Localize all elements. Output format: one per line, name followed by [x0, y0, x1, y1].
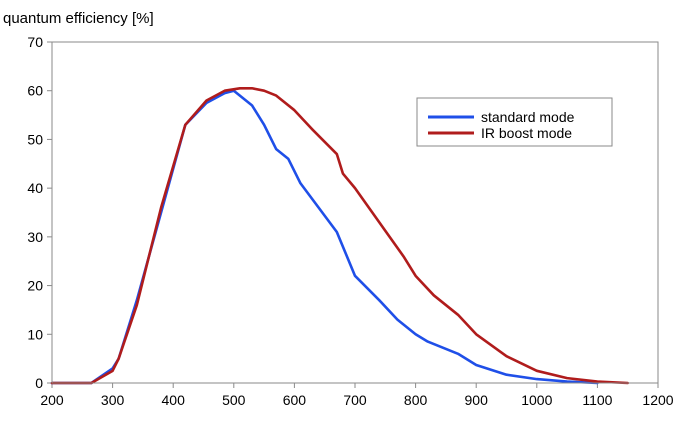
chart-legend: standard mode IR boost mode: [416, 97, 613, 147]
y-tick-label-70: 70: [27, 34, 43, 50]
x-tick-label-200: 200: [40, 392, 64, 408]
y-tick-label-40: 40: [27, 180, 43, 196]
x-tick-label-500: 500: [222, 392, 246, 408]
y-axis-title: quantum efficiency [%]: [3, 10, 154, 27]
series-line-ir-boost-mode: [50, 86, 630, 385]
x-tick-label-300: 300: [101, 392, 125, 408]
plot-area-frame: [51, 41, 659, 384]
x-tick-label-1200: 1200: [642, 392, 673, 408]
y-tick-label-60: 60: [27, 83, 43, 99]
series-layer: [50, 86, 630, 385]
legend-label-ir-boost-mode: IR boost mode: [481, 125, 572, 141]
y-tick-label-20: 20: [27, 278, 43, 294]
y-tick-label-50: 50: [27, 131, 43, 147]
x-tick-label-600: 600: [283, 392, 307, 408]
x-tick-label-900: 900: [465, 392, 489, 408]
x-tick-label-1100: 1100: [582, 392, 612, 408]
legend-box: [416, 97, 613, 147]
y-tick-label-10: 10: [27, 326, 43, 342]
y-tick-label-0: 0: [35, 375, 43, 391]
x-tick-label-800: 800: [404, 392, 428, 408]
x-tick-label-1000: 1000: [521, 392, 552, 408]
tick-layer: 0 10 20 30 40 50 60 70 200 300 400 500 600 700 800 900 1…: [27, 34, 673, 408]
y-tick-label-30: 30: [27, 229, 43, 245]
x-tick-label-700: 700: [343, 392, 367, 408]
legend-label-standard-mode: standard mode: [481, 109, 575, 125]
x-tick-label-400: 400: [162, 392, 186, 408]
